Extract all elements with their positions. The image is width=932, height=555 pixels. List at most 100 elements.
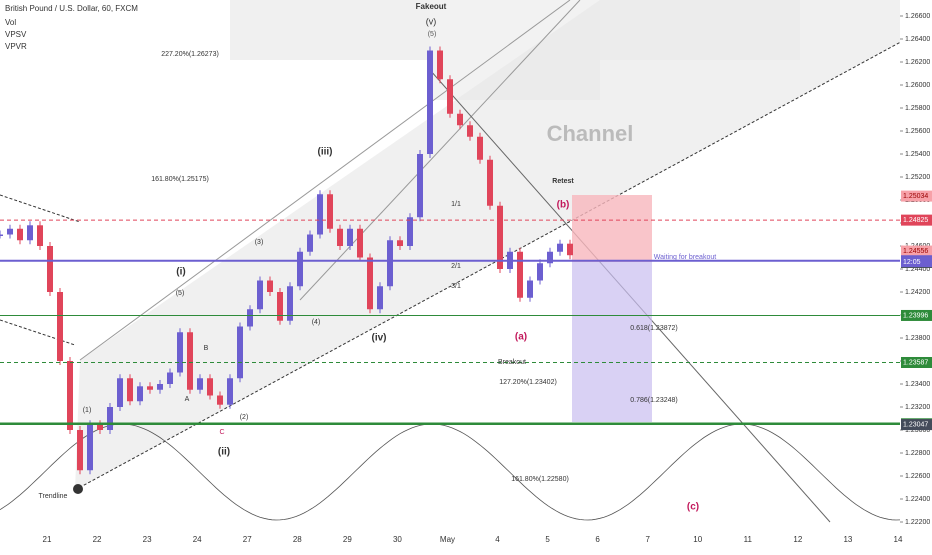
title: British Pound / U.S. Dollar, 60, FXCM	[5, 4, 138, 13]
candle-body	[567, 243, 573, 256]
short-risk-box	[572, 195, 652, 262]
candle-body	[427, 50, 433, 154]
y-tick-label: 1.23800	[905, 335, 930, 342]
annotation: (i)	[176, 267, 185, 278]
x-tick-label: 6	[595, 535, 600, 544]
annotation: 0.786(1.23248)	[630, 397, 677, 404]
candle-body	[287, 286, 293, 321]
annotation: 0.618(1.23872)	[630, 325, 677, 332]
y-tick-label: 1.25400	[905, 151, 930, 158]
candle-body	[437, 50, 443, 80]
annotation: (c)	[687, 502, 699, 513]
candle-body	[387, 240, 393, 287]
candle-body	[467, 125, 473, 137]
x-tick-label: 7	[645, 535, 650, 544]
candle-body	[47, 246, 53, 292]
x-tick-label: 11	[744, 535, 753, 544]
candle-body	[307, 234, 313, 252]
annotation: (4)	[312, 319, 321, 326]
candle-body	[167, 372, 173, 384]
candle-body	[57, 292, 63, 361]
indicator: VPSV	[5, 30, 27, 39]
candle-body	[277, 292, 283, 321]
trendline-anchor	[73, 484, 83, 494]
x-tick-label: 24	[193, 535, 202, 544]
candle-body	[257, 280, 263, 310]
y-tick-label: 1.23000	[905, 427, 930, 434]
x-tick-label: 12	[793, 535, 802, 544]
annotation: (b)	[557, 200, 570, 211]
annotation: (ii)	[218, 447, 230, 458]
price-tag	[901, 309, 932, 321]
candle-body	[397, 240, 403, 246]
trendline	[0, 319, 76, 346]
candle-body	[347, 228, 353, 246]
candle-body	[457, 113, 463, 126]
countdown: 12:05	[903, 259, 921, 266]
price-tag-label: 1.23587	[903, 359, 928, 366]
candle-body	[337, 228, 343, 246]
candle-body	[237, 326, 243, 379]
y-tick-label: 1.26400	[905, 36, 930, 43]
candle-body	[497, 205, 503, 269]
candle-body	[177, 332, 183, 373]
time-axis	[0, 530, 932, 550]
annotation: C	[219, 429, 224, 436]
annotation: (1)	[83, 407, 92, 414]
annotation: 1/1	[451, 201, 461, 208]
x-tick-label: 27	[243, 535, 252, 544]
price-tag	[901, 190, 932, 202]
x-tick-label: 4	[495, 535, 500, 544]
candle-body	[317, 194, 323, 235]
y-tick-label: 1.26600	[905, 13, 930, 20]
y-tick-label: 1.23200	[905, 404, 930, 411]
candle-body	[67, 361, 73, 430]
annotation: (v)	[426, 16, 437, 26]
candle-body	[547, 251, 553, 264]
indicator: Vol	[5, 18, 16, 27]
x-tick-label: 14	[894, 535, 903, 544]
candle-body	[517, 251, 523, 298]
candle-body	[357, 228, 363, 258]
candle-body	[197, 378, 203, 390]
candle-body	[107, 407, 113, 430]
y-tick-label: 1.25800	[905, 105, 930, 112]
x-tick-label: May	[440, 535, 455, 544]
annotation: (a)	[515, 332, 527, 343]
candle-body	[127, 378, 133, 402]
price-tag	[901, 214, 932, 226]
candle-body	[187, 332, 193, 390]
y-tick-label: 1.24200	[905, 289, 930, 296]
annotation: (iii)	[318, 147, 333, 158]
x-tick-label: 30	[393, 535, 402, 544]
candle-body	[37, 225, 43, 246]
price-tag-label: 1.24825	[903, 217, 928, 224]
channel-line	[79, 0, 571, 361]
indicator: VPVR	[5, 42, 27, 51]
x-tick-label: 5	[545, 535, 550, 544]
y-tick-label: 1.26000	[905, 82, 930, 89]
annotation: 161.80%(1.25175)	[151, 176, 209, 183]
annotation: Retest	[552, 178, 574, 185]
price-tag-label: 1.24556	[903, 248, 928, 255]
candle-body	[377, 286, 383, 310]
candle-body	[247, 309, 253, 327]
trendline	[74, 24, 932, 491]
y-tick-label: 1.22200	[905, 519, 930, 526]
candle-body	[477, 136, 483, 160]
candle-body	[117, 378, 123, 407]
candle-body	[227, 378, 233, 405]
trendline	[0, 194, 81, 223]
y-tick-label: 1.22600	[905, 473, 930, 480]
zone	[230, 0, 430, 60]
annotation: 127.20%(1.23402)	[499, 379, 557, 386]
candle-body	[147, 386, 153, 390]
candle-body	[487, 159, 493, 206]
price-tag-label: 1.25034	[903, 193, 928, 200]
x-tick-label: 22	[93, 535, 102, 544]
candle-body	[267, 280, 273, 292]
price-tag-label: 1.23047	[903, 421, 928, 428]
annotation: Fakeout	[416, 2, 447, 11]
candle-body	[97, 424, 103, 430]
annotation: Breakout	[498, 359, 526, 366]
